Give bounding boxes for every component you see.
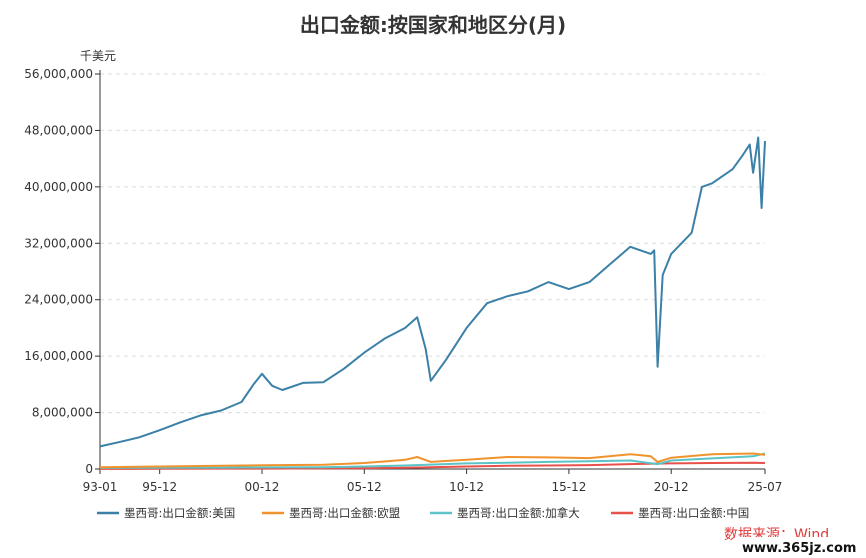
legend-label: 墨西哥:出口金额:美国 xyxy=(124,506,235,520)
chart-title: 出口金额:按国家和地区分(月) xyxy=(300,13,566,37)
x-tick-label: 10-12 xyxy=(449,480,484,494)
legend-label: 墨西哥:出口金额:欧盟 xyxy=(289,506,400,520)
y-axis-unit-label: 千美元 xyxy=(80,49,116,63)
x-tick-label: 15-12 xyxy=(551,480,586,494)
x-tick-labels: 93-01 95-12 00-12 05-12 10-12 15-12 20-12 25-07 xyxy=(83,480,783,494)
legend-label: 墨西哥:出口金额:中国 xyxy=(638,506,749,520)
y-tick-label: 56,000,000 xyxy=(24,67,93,81)
x-tick-label: 05-12 xyxy=(347,480,382,494)
series-line xyxy=(99,136,766,448)
y-tick-label: 8,000,000 xyxy=(32,406,93,420)
x-tick-label: 25-07 xyxy=(748,480,783,494)
x-tick-label: 00-12 xyxy=(245,480,280,494)
y-tick-label: 32,000,000 xyxy=(24,236,93,250)
series-line xyxy=(99,461,766,470)
series-lines xyxy=(99,136,766,470)
legend-label: 墨西哥:出口金额:加拿大 xyxy=(457,506,580,520)
y-tick-label: 24,000,000 xyxy=(24,293,93,307)
y-tick-label: 40,000,000 xyxy=(24,180,93,194)
y-tick-labels: 56,000,000 48,000,000 40,000,000 32,000,000… xyxy=(24,67,93,476)
x-tick-label: 95-12 xyxy=(142,480,177,494)
watermark-backdrop xyxy=(735,537,866,558)
y-tick-label: 0 xyxy=(85,462,93,476)
x-tick-label: 93-01 xyxy=(83,480,118,494)
y-tick-label: 48,000,000 xyxy=(24,123,93,137)
series-line xyxy=(99,452,766,469)
watermark-text: www.365jz.com xyxy=(742,541,856,556)
legend: 墨西哥:出口金额:美国 墨西哥:出口金额:欧盟 墨西哥:出口金额:加拿大 墨西哥:出口… xyxy=(97,506,749,520)
y-tick-label: 16,000,000 xyxy=(24,349,93,363)
series-line xyxy=(99,452,766,469)
grid-lines xyxy=(100,73,765,414)
x-tick-label: 20-12 xyxy=(654,480,689,494)
